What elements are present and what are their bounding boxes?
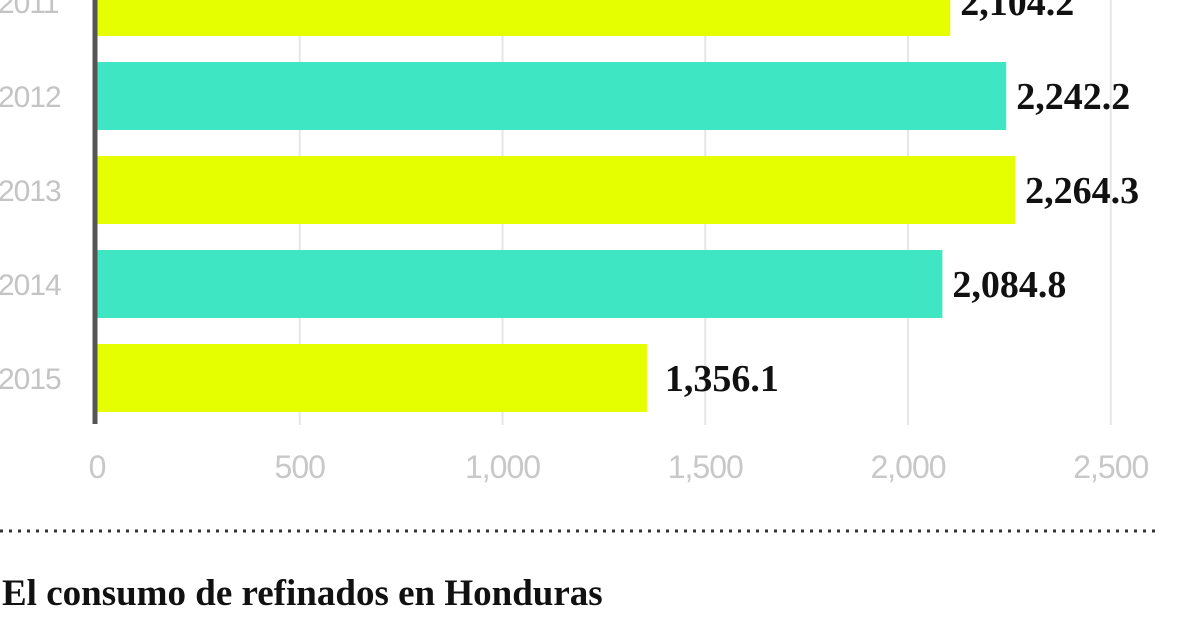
category-label: 2011 (0, 0, 59, 20)
value-label: 2,104.2 (960, 0, 1074, 24)
value-labels: 2,104.2 2,242.2 2,264.3 2,084.8 1,356.1 (665, 0, 1139, 400)
bar (97, 62, 1007, 130)
x-tick-label: 1,500 (668, 449, 743, 485)
value-label: 2,084.8 (952, 264, 1066, 306)
value-axis-labels: 0 500 1,000 1,500 2,000 2,500 (89, 449, 1150, 485)
bars (97, 0, 1016, 412)
category-label: 2012 (0, 81, 61, 114)
category-axis-labels: 2011 2012 2013 2014 2015 (0, 0, 62, 396)
bar (97, 0, 951, 36)
category-label: 2013 (0, 175, 61, 208)
x-tick-label: 2,500 (1073, 449, 1148, 485)
value-label: 1,356.1 (665, 358, 779, 400)
bar (97, 156, 1016, 224)
chart-headline: El consumo de refinados en Honduras (2, 573, 603, 614)
x-tick-label: 500 (275, 449, 326, 485)
x-tick-label: 1,000 (465, 449, 540, 485)
bar (97, 344, 647, 412)
value-label: 2,242.2 (1016, 76, 1130, 118)
category-label: 2014 (0, 269, 61, 302)
x-tick-label: 2,000 (870, 449, 945, 485)
value-label: 2,264.3 (1025, 170, 1139, 212)
bar (97, 250, 943, 318)
x-tick-label: 0 (89, 449, 106, 485)
category-label: 2015 (0, 363, 61, 396)
